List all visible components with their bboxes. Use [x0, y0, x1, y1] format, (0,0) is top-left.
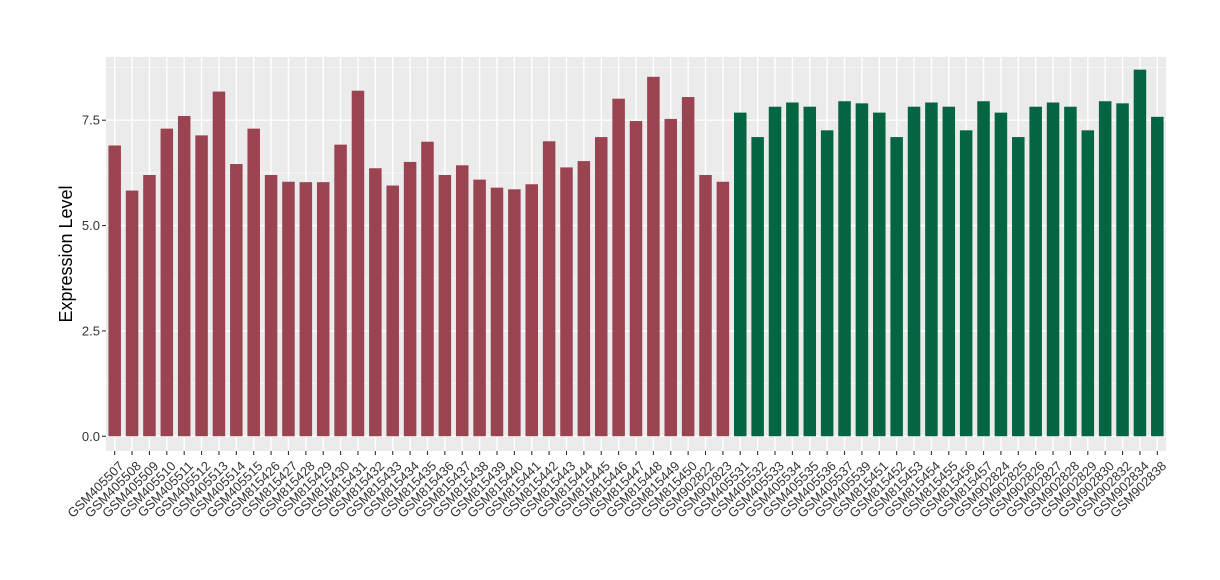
- bar-GSM902829: [1081, 130, 1095, 437]
- bar-GSM405532: [751, 137, 764, 437]
- bar-GSM815428: [299, 182, 313, 437]
- bar-GSM902827: [1046, 102, 1060, 437]
- bar-GSM902822: [699, 174, 712, 437]
- bar-GSM902838: [1151, 116, 1164, 437]
- bar-GSM815429: [316, 182, 330, 437]
- bar-GSM815448: [647, 76, 660, 437]
- bar-GSM405510: [160, 128, 174, 437]
- bar-GSM815443: [560, 167, 573, 437]
- bar-GSM815437: [455, 165, 469, 437]
- bar-GSM405535: [803, 106, 817, 437]
- bar-GSM902828: [1064, 106, 1077, 437]
- bar-GSM902830: [1098, 101, 1112, 437]
- bar-GSM815432: [369, 168, 382, 437]
- bar-GSM815447: [629, 121, 643, 437]
- bar-GSM405513: [212, 91, 226, 437]
- bar-GSM902824: [994, 112, 1008, 437]
- bar-GSM815457: [977, 101, 990, 437]
- bar-GSM815427: [282, 181, 295, 437]
- bar-GSM815445: [594, 137, 608, 437]
- bar-GSM405509: [143, 174, 156, 437]
- bar-GSM815441: [525, 184, 538, 437]
- bar-GSM815444: [577, 161, 591, 437]
- bar-GSM815430: [334, 144, 347, 437]
- bar-GSM405507: [108, 145, 121, 437]
- bar-GSM815456: [959, 130, 973, 437]
- bar-GSM815426: [264, 174, 278, 437]
- bar-GSM405515: [247, 128, 260, 437]
- y-tick-label: 5.0: [82, 218, 100, 233]
- bar-GSM405512: [195, 135, 208, 437]
- bar-GSM902834: [1133, 69, 1147, 437]
- bar-GSM902826: [1029, 106, 1042, 437]
- bar-GSM815451: [873, 112, 886, 437]
- y-tick-label: 2.5: [82, 323, 100, 338]
- bar-GSM815434: [403, 161, 417, 437]
- bar-GSM815453: [907, 106, 921, 437]
- bar-GSM815431: [351, 90, 365, 437]
- bar-GSM902823: [716, 181, 730, 437]
- x-axis: GSM405507GSM405508GSM405509GSM405510GSM4…: [64, 451, 1169, 521]
- bar-GSM902825: [1012, 137, 1025, 437]
- bar-GSM815442: [542, 141, 556, 437]
- bar-GSM902832: [1116, 103, 1129, 437]
- bar-GSM405511: [177, 115, 191, 437]
- bar-GSM405534: [786, 102, 799, 437]
- bar-GSM815452: [890, 137, 903, 437]
- bar-GSM405537: [838, 101, 851, 437]
- bar-GSM815449: [664, 118, 678, 437]
- bar-GSM405514: [230, 164, 243, 437]
- bar-GSM815455: [942, 106, 956, 437]
- bar-GSM405508: [125, 190, 139, 437]
- bar-GSM815440: [508, 189, 521, 437]
- bar-GSM815438: [473, 179, 486, 437]
- y-axis-title: Expression Level: [56, 185, 76, 322]
- bar-GSM405533: [768, 106, 782, 437]
- y-tick-label: 7.5: [82, 113, 100, 128]
- bar-GSM815439: [490, 187, 504, 437]
- y-tick-label: 0.0: [82, 429, 100, 444]
- bar-GSM815454: [925, 102, 938, 437]
- bar-GSM815450: [681, 97, 695, 437]
- bar-GSM405536: [820, 130, 834, 437]
- bar-GSM815446: [612, 98, 625, 437]
- bar-GSM815436: [438, 174, 452, 437]
- bar-layer: [108, 69, 1164, 437]
- bar-GSM405539: [855, 103, 869, 437]
- y-axis: 0.0 2.5 5.0 7.5: [82, 113, 106, 444]
- bar-GSM405531: [734, 112, 747, 437]
- bar-GSM815435: [421, 141, 434, 437]
- bar-GSM815433: [386, 185, 399, 437]
